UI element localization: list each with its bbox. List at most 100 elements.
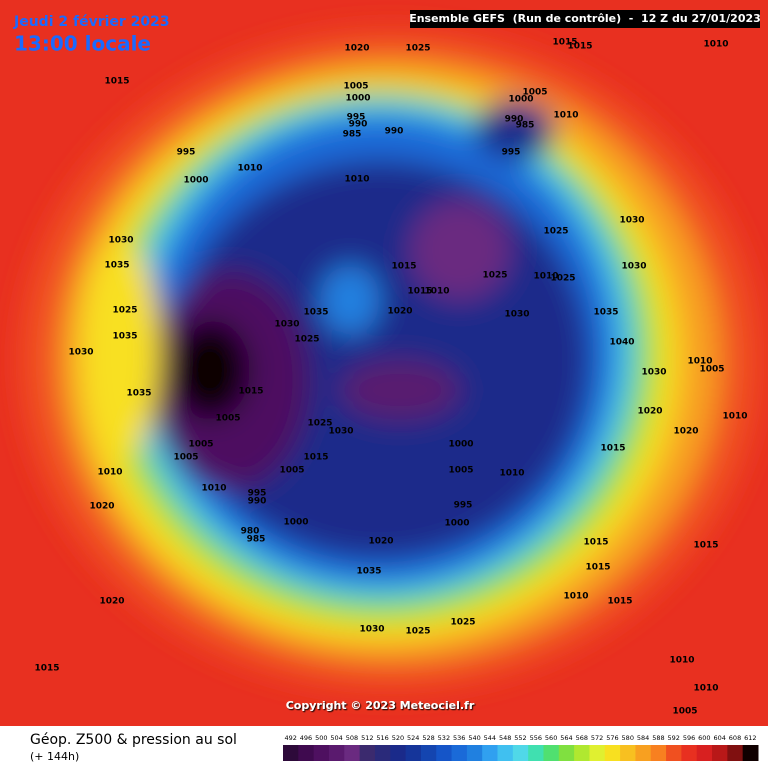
scale-swatch [420, 745, 437, 761]
scale-label: 524 [407, 734, 419, 742]
pressure-label: 1015 [552, 38, 577, 48]
scale-swatch [528, 745, 544, 761]
scale-label: 588 [652, 734, 664, 742]
pressure-label: 1025 [294, 335, 319, 345]
pressure-label: 1020 [368, 537, 393, 547]
scale-swatch [543, 745, 560, 761]
pressure-label: 1015 [303, 453, 328, 463]
scale-swatch [727, 745, 744, 761]
pressure-label: 1015 [693, 541, 718, 551]
pressure-label: 1005 [448, 466, 473, 476]
pressure-label: 1025 [405, 627, 430, 637]
scale-label: 508 [346, 734, 358, 742]
pressure-label: 1015 [600, 444, 625, 454]
scale-label: 612 [744, 734, 756, 742]
pressure-label: 1030 [504, 310, 529, 320]
scale-swatch [374, 745, 391, 761]
pressure-label: 995 [248, 489, 267, 499]
pressure-label: 1035 [356, 567, 381, 577]
pressure-label: 1005 [188, 440, 213, 450]
pressure-label: 1015 [104, 77, 129, 87]
pressure-label: 1005 [173, 453, 198, 463]
color-scale: 492 496 500 504 508 512 516 520 524 528 532 536 540 5… [283, 734, 759, 761]
scale-swatch [558, 745, 575, 761]
scale-swatch [298, 745, 315, 761]
pressure-label: 1020 [344, 44, 369, 54]
scale-swatch [328, 745, 345, 761]
scale-label: 600 [698, 734, 710, 742]
scale-label: 608 [729, 734, 741, 742]
pressure-label: 1000 [283, 518, 308, 528]
date: Jeudi 2 février 2023 [13, 14, 170, 30]
geopotential-field [20, 30, 760, 690]
pressure-label: 1035 [104, 261, 129, 271]
scale-swatch [712, 745, 728, 761]
pressure-label: 1025 [112, 306, 137, 316]
pressure-label: 1025 [543, 227, 568, 237]
pressure-label: 1000 [508, 95, 533, 105]
pressure-label: 1000 [345, 94, 370, 104]
scale-swatch [436, 745, 453, 761]
run-info: Ensemble GEFS (Run de contrôle) - 12 Z d… [409, 12, 761, 25]
pressure-label: 1030 [359, 625, 384, 635]
pressure-label: 1030 [108, 236, 133, 246]
pressure-label: 1030 [641, 368, 666, 378]
scale-swatch [405, 745, 422, 761]
scale-swatch [497, 745, 514, 761]
pressure-label: 1025 [450, 618, 475, 628]
pressure-label: 1010 [687, 357, 712, 367]
pressure-label: 990 [248, 497, 267, 507]
scale-label: 496 [300, 734, 312, 742]
pressure-label: 1005 [672, 707, 697, 717]
scale-label: 564 [560, 734, 572, 742]
footer-lead: (+ 144h) [30, 750, 79, 763]
pressure-label: 990 [385, 127, 404, 137]
scale-swatch [666, 745, 682, 761]
pressure-label: 995 [454, 501, 473, 511]
pressure-label: 1015 [407, 287, 432, 297]
pressure-label: 1035 [126, 389, 151, 399]
scale-swatch [696, 745, 713, 761]
pressure-label: 1000 [444, 519, 469, 529]
scale-label: 556 [530, 734, 542, 742]
pressure-label: 985 [247, 535, 266, 545]
pressure-label: 1015 [238, 387, 263, 397]
pressure-label: 1020 [387, 307, 412, 317]
scale-swatch [650, 745, 667, 761]
pressure-label: 1030 [68, 348, 93, 358]
pressure-label: 1015 [567, 42, 592, 52]
scale-label: 560 [545, 734, 557, 742]
footer-title: Géop. Z500 & pression au sol [30, 732, 237, 748]
pressure-label: 1010 [693, 684, 718, 694]
scale-label: 584 [637, 734, 649, 742]
pressure-label: 1000 [448, 440, 473, 450]
pressure-label: 1010 [703, 40, 728, 50]
scale-label: 568 [576, 734, 588, 742]
pressure-label: 985 [516, 121, 535, 131]
pressure-label: 1015 [607, 597, 632, 607]
pressure-label: 1010 [553, 111, 578, 121]
pressure-label: 1025 [307, 419, 332, 429]
scale-swatch [604, 745, 621, 761]
pressure-label: 1015 [583, 538, 608, 548]
pressure-label: 1005 [215, 414, 240, 424]
pressure-label: 980 [241, 527, 260, 537]
pressure-label: 1020 [673, 427, 698, 437]
scale-label: 544 [484, 734, 496, 742]
scale-label: 512 [361, 734, 373, 742]
pressure-label: 1010 [424, 287, 449, 297]
pressure-label: 990 [505, 115, 524, 125]
pressure-label: 1035 [303, 308, 328, 318]
scale-swatch [589, 745, 606, 761]
pressure-label: 1010 [201, 484, 226, 494]
pressure-label: 1005 [343, 82, 368, 92]
pressure-label: 1005 [522, 88, 547, 98]
scale-label: 552 [514, 734, 526, 742]
scale-label: 540 [468, 734, 480, 742]
scale-label: 532 [438, 734, 450, 742]
time: 13:00 locale [14, 32, 151, 56]
scale-label: 548 [499, 734, 511, 742]
scale-swatch [635, 745, 652, 761]
scale-swatch [451, 745, 468, 761]
